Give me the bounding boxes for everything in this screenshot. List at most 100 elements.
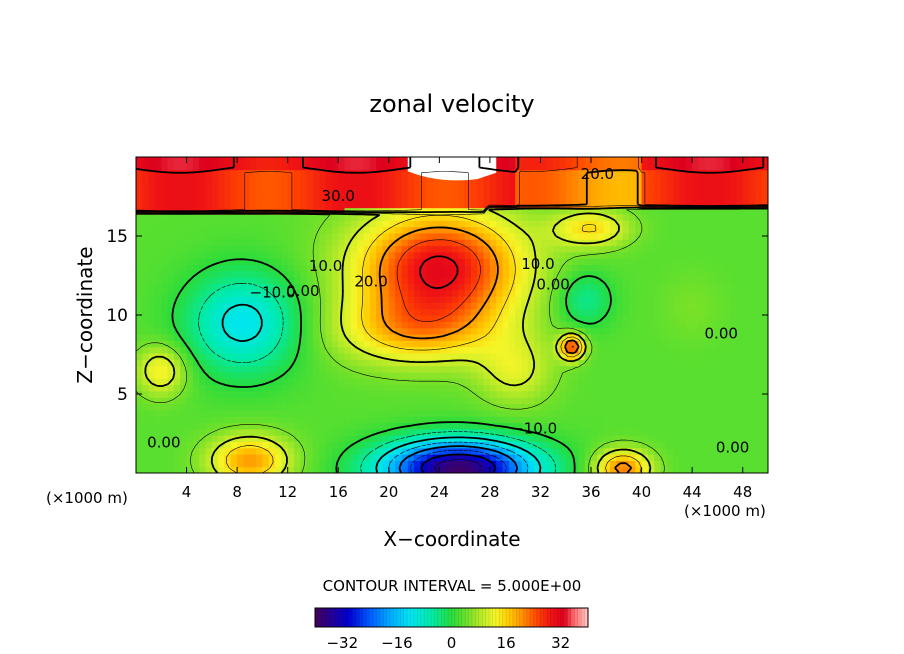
colorbar-segment: [478, 608, 483, 627]
colorbar-segment: [468, 608, 473, 627]
colorbar-segment: [352, 608, 357, 627]
contour-line: [398, 445, 519, 473]
contour-labels: 30.020.020.010.00.00−10.010.00.000.000.0…: [147, 165, 749, 456]
colorbar-segment: [519, 608, 524, 627]
colorbar-segment: [506, 608, 510, 627]
y-tick-label: 10: [106, 306, 128, 326]
colorbar-segment: [338, 608, 343, 627]
x-tick-label: 16: [329, 483, 348, 501]
colorbar-segment: [359, 608, 364, 627]
colorbar-segment: [458, 608, 463, 627]
colorbar-segment: [434, 608, 439, 627]
y-tick-label: 5: [117, 385, 128, 405]
colorbar-segment: [349, 608, 353, 627]
contour-interval-label: CONTOUR INTERVAL = 5.000E+00: [323, 577, 582, 595]
colorbar-segment: [431, 608, 435, 627]
x-tick-label: 12: [278, 483, 297, 501]
colorbar-segment: [386, 608, 391, 627]
colorbar-segment: [553, 608, 558, 627]
colorbar-ticks: −32 −16 0 16 32: [326, 634, 570, 652]
colorbar-frame: [314, 607, 589, 628]
x-tick-label: 24: [430, 483, 449, 501]
colorbar-segment: [581, 608, 585, 627]
colorbar-segment: [318, 608, 323, 627]
contour-label: 0.00: [705, 325, 738, 343]
colorbar-segment: [420, 608, 425, 627]
colorbar-segment: [441, 608, 445, 627]
contour-label: 0.00: [147, 434, 180, 452]
colorbar-tick-label: −32: [326, 634, 358, 652]
contour-label: 20.0: [581, 165, 614, 183]
colorbar-segment: [451, 608, 456, 627]
colorbar-segment: [509, 608, 514, 627]
colorbar-segment: [489, 608, 493, 627]
colorbar-tick-label: −16: [381, 634, 413, 652]
contour-line: [136, 169, 768, 473]
colorbar-segment: [461, 608, 466, 627]
contour-line: [198, 283, 557, 473]
colorbar-segment: [355, 608, 360, 627]
colorbar-segment: [557, 608, 561, 627]
y-tick-label: 15: [106, 227, 128, 247]
colorbar-segment: [574, 608, 579, 627]
colorbar-tick-label: 32: [551, 634, 570, 652]
x-tick-label: 40: [632, 483, 651, 501]
x-tick-label: 8: [232, 483, 242, 501]
contour-line: [136, 157, 768, 348]
colorbar-segment: [396, 608, 401, 627]
colorbar-segment: [516, 608, 521, 627]
colorbar-segment: [342, 608, 347, 627]
colorbar-segment: [543, 608, 548, 627]
colorbar-segment: [417, 608, 422, 627]
colorbar-segment: [345, 608, 350, 627]
colorbar-segment: [379, 608, 384, 627]
colorbar-segment: [577, 608, 582, 627]
colorbar-segment: [413, 608, 418, 627]
colorbar-segment: [328, 608, 333, 627]
contour-line: [420, 453, 497, 473]
colorbar-segment: [437, 608, 442, 627]
x-axis-label: X−coordinate: [383, 527, 520, 551]
colorbar-segment: [533, 608, 538, 627]
contour-line: [221, 303, 542, 473]
colorbar-segment: [393, 608, 398, 627]
contour-label: 10.0: [521, 255, 554, 273]
colorbar-segment: [540, 608, 544, 627]
colorbar-segment: [332, 608, 336, 627]
missing-data-region: [407, 157, 497, 181]
x-axis: 4 8 12 16 20 24 28 32 36 40 44 48: [182, 157, 752, 501]
colorbar-segment: [390, 608, 394, 627]
contour-label: 0.00: [536, 276, 569, 294]
colorbar-segment: [410, 608, 415, 627]
colorbar-segment: [362, 608, 367, 627]
colorbar-segment: [315, 608, 319, 627]
contour-line: [136, 205, 768, 473]
colorbar-segment: [485, 608, 490, 627]
colorbar-segment: [376, 608, 381, 627]
colorbar-segment: [495, 608, 500, 627]
colorbar-segment: [492, 608, 497, 627]
contour-line: [171, 258, 612, 473]
contour-lines: [136, 157, 768, 473]
contour-label: 10.0: [309, 257, 342, 275]
contour-line: [136, 206, 768, 473]
contour-line: [136, 208, 768, 473]
colorbar-segment: [373, 608, 377, 627]
colorbar-segment: [475, 608, 480, 627]
contour-line: [409, 449, 507, 473]
colorbar-segment: [400, 608, 405, 627]
x-axis-unit-left: (×1000 m): [46, 489, 128, 507]
colorbar-segment: [407, 608, 411, 627]
colorbar-segment: [529, 608, 534, 627]
colorbar-tick-label: 16: [497, 634, 516, 652]
contour-line: [434, 459, 483, 473]
contour-line: [136, 157, 765, 290]
colorbar-segment: [499, 608, 503, 627]
colorbar-segment: [383, 608, 387, 627]
colorbar-segment: [325, 608, 329, 627]
colorbar-segment: [512, 608, 517, 627]
colorbar-segment: [570, 608, 575, 627]
colorbar-segment: [564, 608, 568, 627]
x-tick-label: 28: [480, 483, 499, 501]
colorbar-segment: [335, 608, 340, 627]
